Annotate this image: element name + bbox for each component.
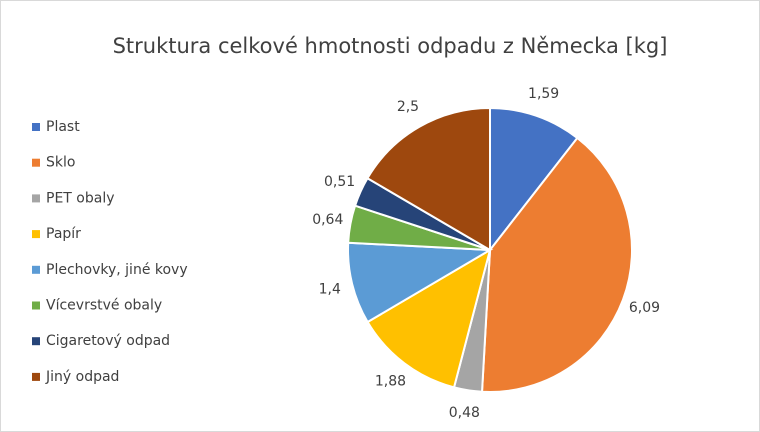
legend-swatch [32, 158, 40, 167]
legend-label: Papír [46, 226, 81, 242]
legend-label: Jiný odpad [45, 369, 119, 385]
legend-label: Plechovky, jiné kovy [46, 262, 188, 278]
data-label: 1,4 [319, 281, 341, 297]
data-label: 0,51 [324, 174, 355, 190]
legend-label: Sklo [46, 155, 75, 171]
legend-swatch [32, 123, 40, 131]
legend-swatch [32, 194, 40, 203]
pie-slice [480, 136, 633, 393]
legend-label: PET obaly [46, 190, 115, 206]
pie-slice [347, 241, 494, 324]
pie-slice [366, 247, 492, 389]
legend-label: Cigaretový odpad [46, 333, 170, 349]
legend-swatch [32, 230, 40, 239]
data-label: 6,09 [629, 300, 660, 316]
legend-swatch [32, 265, 40, 274]
chart-title: Struktura celkové hmotnosti odpadu z Něm… [113, 34, 668, 58]
pie-slice [366, 106, 491, 252]
legend-swatch [32, 337, 40, 346]
legend-swatch [32, 372, 40, 381]
data-label: 0,48 [449, 405, 480, 421]
data-label: 1,88 [375, 374, 406, 390]
pie-slice [489, 106, 579, 253]
data-label: 2,5 [397, 99, 419, 115]
legend-label: Plast [46, 119, 80, 135]
legend-swatch [32, 301, 40, 310]
legend-label: Vícevrstvé obaly [46, 298, 162, 314]
data-label: 1,59 [528, 86, 559, 102]
data-label: 0,64 [312, 212, 343, 228]
